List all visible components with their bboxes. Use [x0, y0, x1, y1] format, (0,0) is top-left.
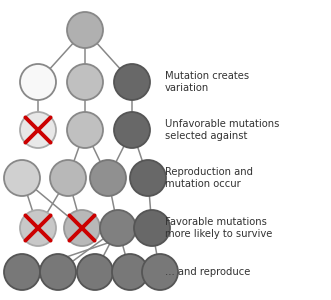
Circle shape	[20, 112, 56, 148]
Circle shape	[4, 160, 40, 196]
Circle shape	[142, 254, 178, 290]
Circle shape	[20, 210, 56, 246]
Circle shape	[67, 12, 103, 48]
Text: Unfavorable mutations
selected against: Unfavorable mutations selected against	[165, 119, 279, 141]
Circle shape	[114, 64, 150, 100]
Circle shape	[67, 64, 103, 100]
Text: ... and reproduce: ... and reproduce	[165, 267, 250, 277]
Circle shape	[4, 254, 40, 290]
Text: Favorable mutations
more likely to survive: Favorable mutations more likely to survi…	[165, 217, 272, 239]
Circle shape	[77, 254, 113, 290]
Circle shape	[40, 254, 76, 290]
Circle shape	[114, 112, 150, 148]
Circle shape	[20, 64, 56, 100]
Text: Mutation creates
variation: Mutation creates variation	[165, 71, 249, 93]
Circle shape	[112, 254, 148, 290]
Circle shape	[64, 210, 100, 246]
Circle shape	[50, 160, 86, 196]
Circle shape	[67, 112, 103, 148]
Text: Reproduction and
mutation occur: Reproduction and mutation occur	[165, 167, 253, 189]
Circle shape	[90, 160, 126, 196]
Circle shape	[100, 210, 136, 246]
Circle shape	[134, 210, 170, 246]
Circle shape	[130, 160, 166, 196]
